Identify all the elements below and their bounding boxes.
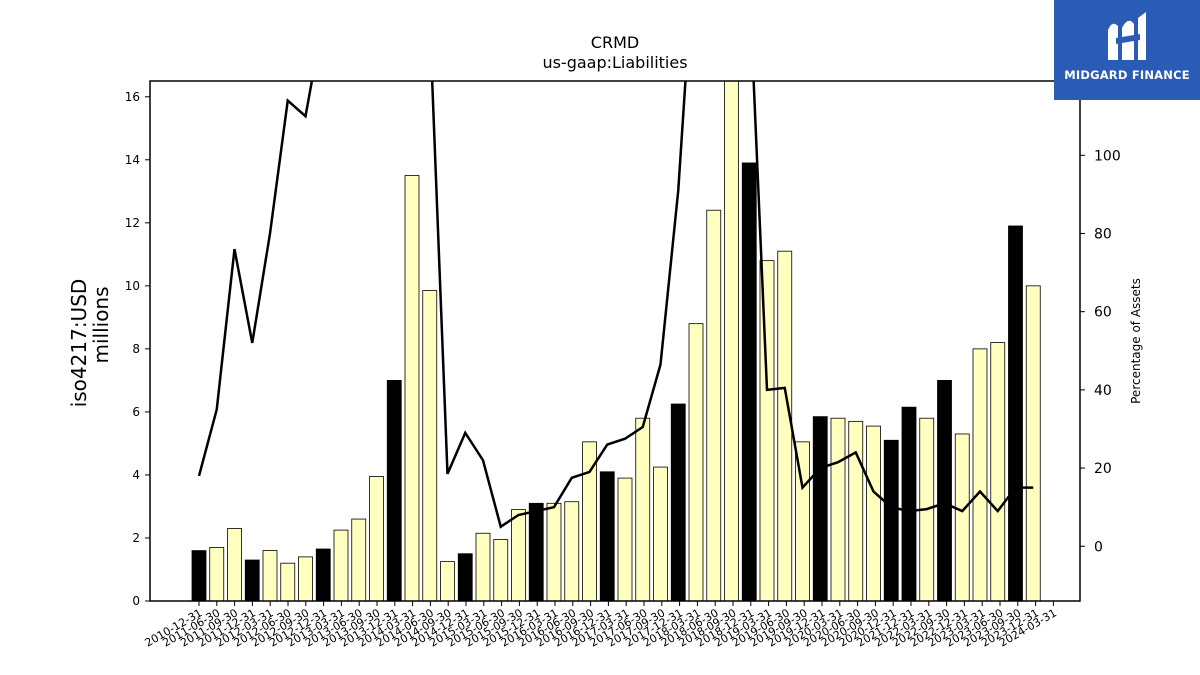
bar [209, 547, 225, 602]
bar [191, 550, 207, 602]
y-right-tick-label: 60 [1094, 305, 1112, 321]
bar [848, 420, 864, 602]
series-line-percentage-of-assets [197, 81, 1034, 529]
y-right-tick-label: 0 [1094, 539, 1103, 555]
y-left-tick-label: 14 [125, 153, 140, 167]
bar [1008, 225, 1023, 602]
bar [457, 553, 473, 602]
bar [724, 80, 739, 602]
bar [422, 290, 438, 602]
y-right-tick-label: 80 [1094, 226, 1112, 242]
bar [440, 561, 455, 602]
logo-text: MIDGARD FINANCE [1064, 68, 1190, 82]
bar [227, 528, 242, 602]
y-left-tick-label: 4 [132, 468, 140, 482]
bar [262, 550, 278, 602]
bar [954, 433, 970, 602]
bar [404, 175, 420, 602]
bar [883, 439, 899, 602]
bar [493, 539, 509, 602]
bar [830, 417, 846, 602]
bar [369, 476, 384, 602]
y-left-tick-label: 0 [132, 594, 140, 608]
y-left-tick-label: 2 [132, 531, 140, 545]
bar [564, 501, 580, 602]
y-left-tick-label: 12 [125, 216, 140, 230]
bar [315, 548, 331, 602]
bar [741, 162, 757, 602]
bar [511, 509, 526, 602]
bar [901, 406, 917, 602]
bar [706, 209, 722, 602]
y-right-tick-label: 100 [1094, 148, 1121, 164]
chart-subtitle: us-gaap:Liabilities [542, 53, 687, 72]
bar [635, 417, 651, 602]
y-right-tick-label: 20 [1094, 461, 1112, 477]
bar [280, 562, 296, 602]
bar [528, 502, 544, 602]
y-axis-left-label-line1: iso4217:USD [67, 279, 91, 408]
bar [617, 477, 633, 602]
bar [812, 416, 828, 602]
bar [351, 518, 367, 602]
y-left-tick-label: 8 [132, 342, 140, 356]
y-left-tick-label: 6 [132, 405, 140, 419]
bar [990, 342, 1006, 602]
bar [1025, 285, 1041, 602]
brand-logo: MIDGARD FINANCE [1054, 0, 1200, 100]
bar [937, 379, 952, 602]
y-axis-left-label-line2: millions [89, 286, 113, 363]
bar [972, 348, 988, 602]
bar [475, 532, 491, 602]
bar [670, 403, 686, 602]
bar [333, 529, 349, 602]
y-left-tick-label: 10 [125, 279, 140, 293]
bar [777, 250, 793, 602]
bar [386, 379, 402, 602]
plot-frame [149, 80, 1081, 602]
y-right-tick-label: 40 [1094, 383, 1112, 399]
bar [244, 559, 260, 602]
y-left-tick-label: 16 [125, 90, 140, 104]
bar [653, 466, 668, 602]
bar [688, 323, 704, 602]
chart-title: CRMD [591, 33, 639, 52]
bar [866, 425, 881, 602]
plot-area: 02468101214160204060801002010-12-312011-… [125, 80, 1121, 650]
midgard-logo-icon [1108, 12, 1146, 60]
bar [298, 556, 313, 602]
bar [759, 260, 775, 602]
bar [546, 502, 562, 602]
bar [599, 471, 615, 602]
y-axis-right-label: Percentage of Assets [1129, 278, 1143, 404]
